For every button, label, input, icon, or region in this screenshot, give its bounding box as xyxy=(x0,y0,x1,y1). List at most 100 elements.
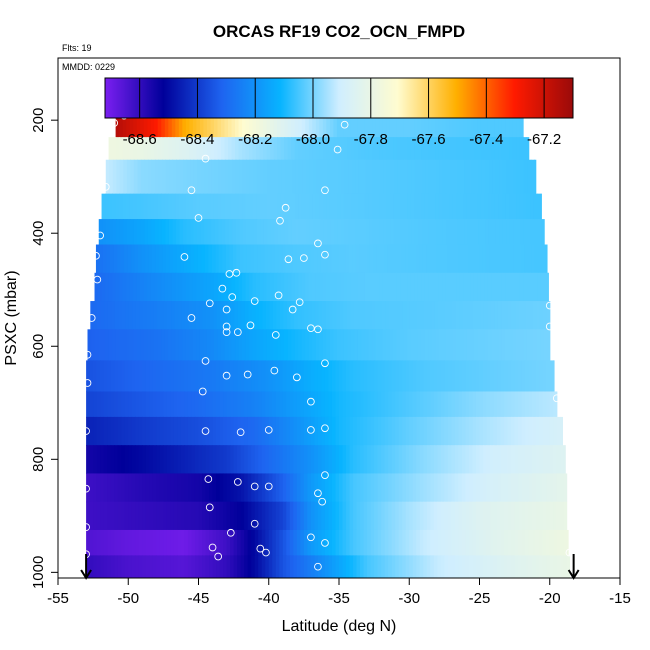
heatmap-cell xyxy=(130,159,135,195)
heatmap-cell xyxy=(357,301,362,330)
heatmap-cell xyxy=(388,416,393,446)
heatmap-cell xyxy=(507,529,512,556)
heatmap-cell xyxy=(335,529,340,556)
heatmap-cell xyxy=(384,360,389,393)
heatmap-cell xyxy=(484,272,489,302)
heatmap-cell xyxy=(289,416,294,446)
heatmap-cell xyxy=(362,244,367,274)
heatmap-cell xyxy=(379,193,384,220)
heatmap-cell xyxy=(86,555,91,578)
heatmap-cell xyxy=(166,244,171,274)
heatmap-cell xyxy=(395,555,400,578)
heatmap-cell xyxy=(300,445,305,475)
heatmap-cell xyxy=(402,360,407,393)
heatmap-cell xyxy=(324,501,330,531)
heatmap-cell xyxy=(370,416,375,446)
heatmap-cell xyxy=(507,473,512,503)
heatmap-cell xyxy=(408,244,413,274)
heatmap-cell xyxy=(178,107,183,138)
heatmap-cell xyxy=(521,529,526,556)
heatmap-cell xyxy=(135,416,140,446)
heatmap-cell xyxy=(461,501,467,531)
heatmap-cell xyxy=(399,301,404,330)
heatmap-cell xyxy=(237,391,242,418)
heatmap-cell xyxy=(156,555,161,578)
observation-point xyxy=(187,186,196,195)
heatmap-cell xyxy=(268,501,273,531)
heatmap-cell xyxy=(511,529,516,556)
heatmap-cell xyxy=(395,360,400,393)
heatmap-cell xyxy=(219,555,224,578)
heatmap-cell xyxy=(409,391,414,418)
heatmap-cell xyxy=(177,529,182,556)
heatmap-cell xyxy=(493,501,498,531)
heatmap-cell xyxy=(149,416,154,446)
heatmap-cell xyxy=(340,329,345,361)
heatmap-cell xyxy=(364,301,369,330)
heatmap-cell xyxy=(546,445,551,475)
heatmap-cell xyxy=(402,416,407,446)
heatmap-cell xyxy=(89,473,94,503)
heatmap-cell xyxy=(530,329,535,361)
heatmap-cell xyxy=(389,272,394,302)
heatmap-cell xyxy=(161,272,166,302)
heatmap-cell xyxy=(424,107,429,138)
heatmap-cell xyxy=(328,555,333,578)
heatmap-cell xyxy=(249,219,254,246)
heatmap-cell xyxy=(209,473,214,503)
heatmap-cell xyxy=(417,329,422,361)
heatmap-cell xyxy=(417,272,422,302)
heatmap-cell xyxy=(179,219,184,246)
heatmap-cell xyxy=(163,501,168,531)
heatmap-cell xyxy=(171,272,176,302)
heatmap-cell xyxy=(433,244,438,274)
heatmap-cell xyxy=(556,445,561,475)
heatmap-cell xyxy=(359,244,364,274)
heatmap-cell xyxy=(212,391,217,418)
heatmap-cell xyxy=(124,244,129,274)
heatmap-cell xyxy=(494,193,500,220)
heatmap-cell xyxy=(518,555,523,578)
heatmap-cell xyxy=(123,159,128,195)
heatmap-cell xyxy=(483,445,488,475)
heatmap-cell xyxy=(213,301,218,330)
heatmap-cell xyxy=(376,219,381,246)
heatmap-cell xyxy=(529,301,534,330)
heatmap-cell xyxy=(103,529,108,556)
heatmap-cell xyxy=(228,329,233,361)
heatmap-cell xyxy=(239,159,244,195)
heatmap-cell xyxy=(402,391,407,418)
heatmap-cell xyxy=(303,445,308,475)
heatmap-cell xyxy=(219,473,224,503)
heatmap-cell xyxy=(440,391,445,418)
heatmap-cell xyxy=(421,272,426,302)
heatmap-cell xyxy=(464,219,469,246)
heatmap-cell xyxy=(396,193,401,220)
heatmap-cell xyxy=(423,416,428,446)
heatmap-cell xyxy=(251,555,256,578)
heatmap-cell xyxy=(303,360,308,393)
heatmap-cell xyxy=(542,473,547,503)
heatmap-cell xyxy=(286,360,291,393)
heatmap-cell xyxy=(117,445,122,475)
heatmap-cell xyxy=(546,360,551,393)
heatmap-cell xyxy=(485,244,490,274)
heatmap-cell xyxy=(384,529,389,556)
heatmap-cell xyxy=(263,193,268,220)
heatmap-cell xyxy=(265,473,270,503)
heatmap-cell xyxy=(467,159,472,195)
heatmap-cell xyxy=(103,360,108,393)
heatmap-cell xyxy=(159,445,164,475)
heatmap-cell xyxy=(518,416,523,446)
heatmap-cell xyxy=(493,445,498,475)
heatmap-cell xyxy=(317,445,323,475)
heatmap-cell xyxy=(430,416,435,446)
heatmap-cell xyxy=(403,272,408,302)
heatmap-cell xyxy=(177,360,182,393)
heatmap-cell xyxy=(293,501,298,531)
heatmap-cell xyxy=(110,360,115,393)
heatmap-cell xyxy=(419,445,424,475)
heatmap-cell xyxy=(149,529,154,556)
heatmap-cell xyxy=(521,360,526,393)
heatmap-cell xyxy=(184,501,189,531)
